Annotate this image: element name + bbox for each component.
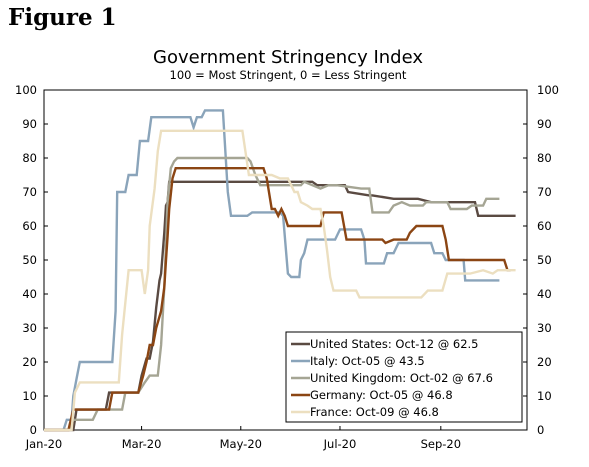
y-tick-label-left: 60 <box>22 219 37 233</box>
series-line-4 <box>44 167 511 432</box>
y-tick-label-left: 20 <box>22 355 37 369</box>
y-tick-label-left: 100 <box>15 83 37 97</box>
legend-label: Italy: Oct-05 @ 43.5 <box>310 354 425 368</box>
axes: 0 0 10 10 20 20 30 30 40 40 50 50 60 60 70 70 80 80 90 90 10… <box>15 83 559 451</box>
y-tick-label-right: 50 <box>537 253 552 267</box>
y-tick-label-right: 80 <box>537 151 552 165</box>
series-line-5 <box>44 129 516 432</box>
x-tick-label: Sep-20 <box>421 437 461 451</box>
y-tick-label-right: 10 <box>537 389 552 403</box>
y-tick-label-right: 20 <box>537 355 552 369</box>
series-line-2 <box>44 109 500 432</box>
x-tick-label: Mar-20 <box>122 437 162 451</box>
y-tick-label-right: 30 <box>537 321 552 335</box>
series-line-1 <box>44 180 516 432</box>
y-tick-label-left: 70 <box>22 185 37 199</box>
legend-label: United States: Oct-12 @ 62.5 <box>310 337 479 351</box>
y-tick-label-left: 80 <box>22 151 37 165</box>
legend-label: United Kingdom: Oct-02 @ 67.6 <box>310 371 493 385</box>
y-tick-label-right: 40 <box>537 287 552 301</box>
chart-subtitle: 100 = Most Stringent, 0 = Less Stringent <box>170 68 407 82</box>
figure-label: Figure 1 <box>8 4 117 31</box>
y-tick-label-left: 30 <box>22 321 37 335</box>
y-tick-label-left: 0 <box>30 423 37 437</box>
y-tick-label-right: 90 <box>537 117 552 131</box>
y-tick-label-right: 0 <box>537 423 544 437</box>
y-tick-label-right: 60 <box>537 219 552 233</box>
chart-title: Government Stringency Index <box>153 47 423 68</box>
legend: United States: Oct-12 @ 62.5 Italy: Oct-0… <box>285 331 523 423</box>
y-tick-label-right: 100 <box>537 83 559 97</box>
x-tick-label: Jul-20 <box>323 437 357 451</box>
series-line-3 <box>44 156 500 432</box>
y-tick-label-left: 10 <box>22 389 37 403</box>
y-tick-label-left: 50 <box>22 253 37 267</box>
series-lines <box>44 109 516 432</box>
x-tick-label: May-20 <box>220 437 262 451</box>
legend-label: France: Oct-09 @ 46.8 <box>310 405 439 419</box>
x-tick-label: Jan-20 <box>25 437 63 451</box>
legend-box <box>285 331 523 423</box>
legend-label: Germany: Oct-05 @ 46.8 <box>310 388 453 402</box>
y-tick-label-left: 90 <box>22 117 37 131</box>
y-tick-label-left: 40 <box>22 287 37 301</box>
y-tick-label-right: 70 <box>537 185 552 199</box>
